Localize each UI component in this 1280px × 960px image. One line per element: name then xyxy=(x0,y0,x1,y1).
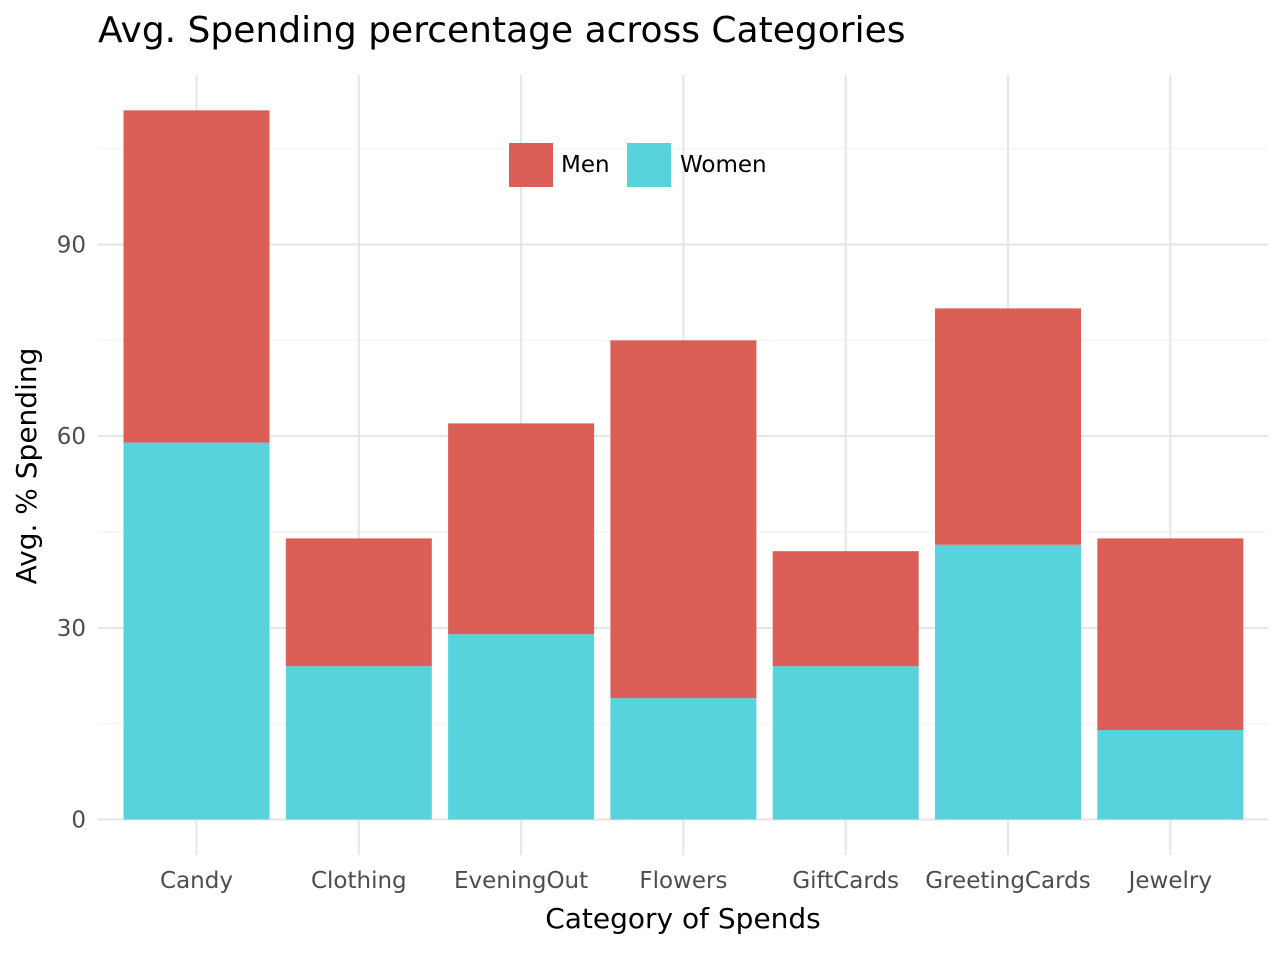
legend-label-men: Men xyxy=(561,152,610,178)
x-axis-ticks: Candy Clothing EveningOut Flowers GiftCards G… xyxy=(160,868,1212,894)
y-tick-label: 0 xyxy=(71,808,86,834)
legend-swatch-women xyxy=(627,143,671,187)
bars xyxy=(123,110,1244,820)
bar-women-flowers xyxy=(610,698,757,820)
bar-men-greetingcards xyxy=(935,308,1081,545)
bar-men-giftcards xyxy=(772,551,919,667)
bar-women-candy xyxy=(123,442,270,820)
bar-women-eveningout xyxy=(448,634,595,820)
y-axis-title: Avg. % Spending xyxy=(10,348,43,585)
bar-men-jewelry xyxy=(1097,538,1244,731)
legend-label-women: Women xyxy=(680,152,767,178)
bar-men-candy xyxy=(123,110,270,443)
x-tick-label: EveningOut xyxy=(454,868,588,894)
y-tick-label: 30 xyxy=(57,616,86,642)
bar-men-clothing xyxy=(285,538,432,667)
bar-men-eveningout xyxy=(448,423,595,635)
chart-title: Avg. Spending percentage across Categori… xyxy=(98,10,905,51)
legend-swatch-men xyxy=(509,143,553,187)
x-tick-label: GiftCards xyxy=(792,868,899,894)
bar-women-clothing xyxy=(285,666,432,820)
legend: Men Women xyxy=(509,143,767,187)
x-tick-label: GreetingCards xyxy=(925,868,1090,894)
x-tick-label: Clothing xyxy=(311,868,407,894)
x-axis-title: Category of Spends xyxy=(545,902,821,935)
y-axis-ticks: 0 30 60 90 xyxy=(57,233,86,834)
bar-women-jewelry xyxy=(1097,730,1244,820)
bar-men-flowers xyxy=(610,340,757,699)
x-tick-label: Candy xyxy=(160,868,233,894)
y-tick-label: 60 xyxy=(57,424,86,450)
x-tick-label: Flowers xyxy=(639,868,727,894)
bar-women-giftcards xyxy=(772,666,919,820)
x-tick-label: Jewelry xyxy=(1127,868,1212,894)
bar-women-greetingcards xyxy=(935,544,1081,820)
y-tick-label: 90 xyxy=(57,233,86,259)
